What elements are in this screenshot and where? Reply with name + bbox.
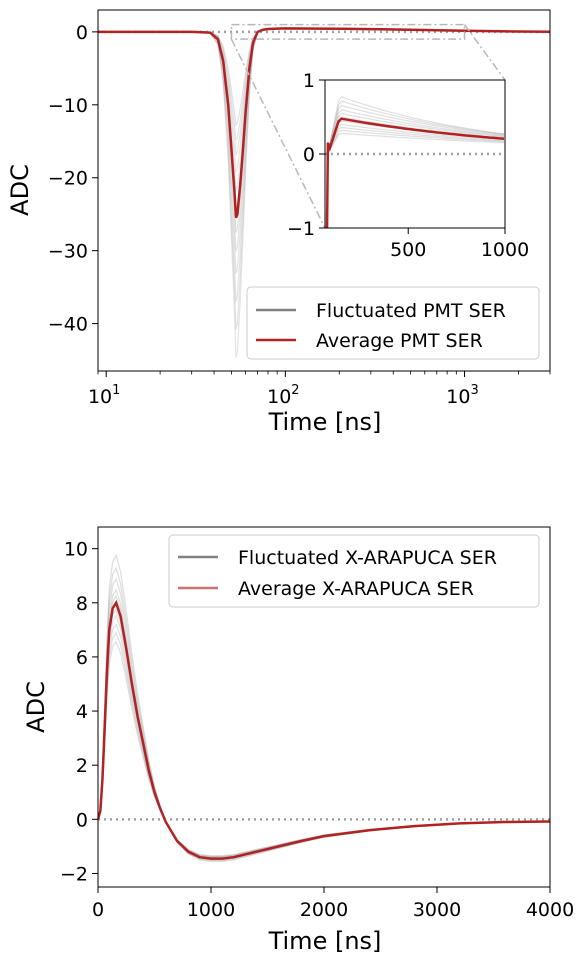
- y-tick-label: −10: [48, 95, 88, 117]
- inset-plot-area: [325, 95, 505, 228]
- inset-fluctuated-curve: [326, 129, 505, 228]
- y-tick-label: −30: [48, 241, 88, 263]
- fluctuated-curve: [98, 577, 550, 861]
- inset-x-tick-label: 1000: [481, 239, 529, 261]
- legend-box: [246, 286, 540, 360]
- legend-box: [168, 534, 540, 608]
- x-tick-label: 3000: [413, 899, 461, 921]
- inset-fluctuated-curve: [326, 132, 505, 228]
- average-curve: [98, 599, 550, 860]
- inset-x-tick-label: 500: [390, 239, 426, 261]
- legend-label: Average PMT SER: [316, 330, 483, 352]
- inset-y-tick-label: −1: [287, 218, 315, 240]
- x-tick-label: 102: [267, 383, 299, 408]
- inset: 1 0 −1 500 1000: [287, 70, 529, 261]
- legend-label: Fluctuated PMT SER: [316, 300, 506, 322]
- inset-fluctuated-curve: [326, 100, 505, 228]
- inset-fluctuated-curve: [326, 126, 505, 228]
- inset-y-tick-label: 0: [303, 144, 315, 166]
- plot-area: [98, 553, 550, 862]
- y-axis-label: ADC: [6, 164, 34, 216]
- x-axis-label: Time [ns]: [268, 408, 382, 436]
- legend-label: Fluctuated X-ARAPUCA SER: [238, 547, 497, 569]
- inset-y-tick-label: 1: [303, 70, 315, 92]
- x-tick-label: 103: [446, 383, 478, 408]
- x-tick-label: 0: [92, 899, 104, 921]
- inset-fluctuated-curve: [326, 112, 505, 228]
- y-axis-label: ADC: [22, 681, 50, 733]
- x-tick-label: 1000: [187, 899, 235, 921]
- x-tick-label: 4000: [526, 899, 574, 921]
- zoom-connector: [463, 24, 506, 81]
- y-tick-label: 0: [76, 22, 88, 44]
- x-axis-label: Time [ns]: [268, 927, 382, 953]
- plot-area: [98, 27, 550, 358]
- legend: Fluctuated PMT SER Average PMT SER: [246, 286, 540, 360]
- y-tick-label: 2: [76, 755, 88, 777]
- zoom-connector: [230, 38, 326, 229]
- inset-average-curve: [325, 117, 505, 228]
- inset-fluctuated-curve: [326, 95, 505, 228]
- inset-fluctuated-curve: [326, 116, 505, 228]
- y-tick-label: 0: [76, 809, 88, 831]
- plot-frame: [97, 9, 551, 372]
- y-tick-label: 8: [76, 593, 88, 615]
- inset-fluctuated-curve: [326, 104, 505, 228]
- y-tick-label: 6: [76, 647, 88, 669]
- y-tick-label: 4: [76, 701, 88, 723]
- x-tick-label: 2000: [300, 899, 348, 921]
- inset-fluctuated-curve: [326, 109, 505, 228]
- legend-label: Average X-ARAPUCA SER: [238, 578, 474, 600]
- x-tick-label: 101: [88, 383, 120, 408]
- y-tick-label: 10: [64, 539, 88, 561]
- average-curve: [98, 27, 550, 219]
- fluctuated-curve: [98, 566, 550, 862]
- inset-fluctuated-curve: [326, 123, 505, 228]
- zoom-region-box: [230, 23, 466, 40]
- pmt-ser-chart: 0 −10 −20 −30 −40 101 102 103 Time [ns] ADC 1 0 −1 50…: [6, 9, 551, 436]
- y-tick-label: −40: [48, 314, 88, 336]
- y-tick-label: −20: [48, 168, 88, 190]
- y-tick-label: −2: [60, 863, 88, 885]
- legend: Fluctuated X-ARAPUCA SER Average X-ARAPUC…: [168, 534, 540, 608]
